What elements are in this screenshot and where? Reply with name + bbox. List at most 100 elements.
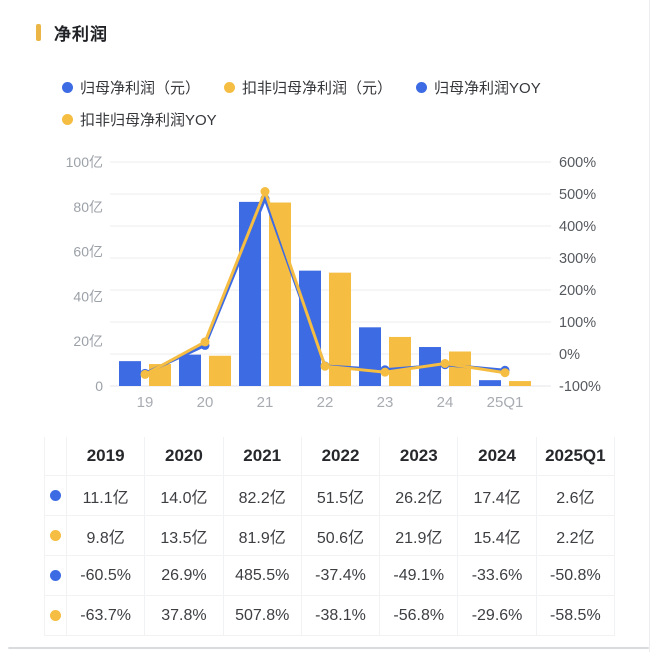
table-cell: -56.8%: [380, 596, 459, 636]
bar-deducted-net-profit[interactable]: [209, 355, 231, 386]
series-dot-icon: [50, 570, 61, 581]
x-axis-label: 24: [437, 394, 454, 411]
series-dot-icon: [50, 490, 61, 501]
table-cell: 9.8亿: [67, 516, 146, 556]
left-axis-tick: 60亿: [73, 244, 103, 260]
legend-item-deducted-net-profit-yoy[interactable]: 扣非归母净利润YOY: [62, 109, 217, 130]
table-header-cell: 2021: [223, 437, 302, 476]
series-dot-cell: [45, 516, 67, 556]
table-header-cell: 2025Q1: [536, 437, 615, 476]
table-cell: 81.9亿: [223, 516, 302, 556]
marker-deducted-net-profit-yoy[interactable]: [500, 368, 510, 378]
x-axis-label: 22: [317, 394, 334, 411]
right-axis-tick: 300%: [559, 251, 596, 267]
right-axis-tick: 0%: [559, 347, 580, 363]
table-header-cell: 2023: [380, 437, 459, 476]
legend-item-label: 归母净利润（元）: [80, 80, 201, 97]
table-cell: 17.4亿: [458, 476, 537, 516]
left-axis-tick: 100亿: [66, 154, 103, 170]
legend-item-label: 归母净利润YOY: [434, 80, 541, 97]
legend-item-deducted-net-profit[interactable]: 扣非归母净利润（元）: [224, 77, 392, 98]
bar-net-profit[interactable]: [479, 380, 501, 386]
right-axis-tick: 100%: [559, 315, 596, 331]
bar-deducted-net-profit[interactable]: [509, 381, 531, 386]
table-cell: 11.1亿: [67, 476, 146, 516]
table-cell: 507.8%: [223, 596, 302, 636]
legend-row-2: 扣非归母净利润YOY: [62, 109, 241, 130]
marker-deducted-net-profit-yoy[interactable]: [200, 337, 210, 347]
legend-dot-icon: [62, 82, 73, 93]
x-axis-label: 23: [377, 394, 394, 411]
series-dot-icon: [50, 610, 61, 621]
title-accent-bar: [36, 24, 41, 41]
table-cell: 82.2亿: [223, 476, 302, 516]
table-cell: -58.5%: [536, 596, 615, 636]
bar-deducted-net-profit[interactable]: [449, 351, 471, 386]
series-dot-cell: [45, 596, 67, 636]
table-cell: -37.4%: [301, 556, 381, 596]
table-cell: -50.8%: [536, 556, 615, 596]
right-axis-tick: 200%: [559, 283, 596, 299]
legend-item-net-profit[interactable]: 归母净利润（元）: [62, 77, 200, 98]
legend-item-net-profit-yoy[interactable]: 归母净利润YOY: [416, 77, 541, 98]
series-dot-cell: [45, 556, 67, 596]
legend-item-label: 扣非归母净利润YOY: [80, 112, 217, 129]
table-header-cell: 2019: [67, 437, 146, 476]
table-cell: 2.6亿: [536, 476, 615, 516]
right-axis-tick: 400%: [559, 219, 596, 235]
page-title: 净利润: [54, 25, 108, 44]
right-axis-tick: 600%: [559, 155, 596, 171]
table-header-cell: 2024: [458, 437, 537, 476]
legend-row-1: 归母净利润（元） 扣非归母净利润（元） 归母净利润YOY: [62, 77, 565, 98]
profit-table: 2019 2020 2021 2022 2023 2024 2025Q1 11.1亿 14.0亿…: [44, 437, 615, 636]
left-axis-tick: 0: [95, 378, 103, 394]
title-block: 净利润: [36, 20, 108, 45]
x-axis-label: 21: [257, 394, 274, 411]
table-cell: 50.6亿: [301, 516, 381, 556]
bar-net-profit[interactable]: [359, 327, 381, 386]
table-cell: -63.7%: [67, 596, 146, 636]
marker-deducted-net-profit-yoy[interactable]: [140, 369, 150, 379]
table-cell: -33.6%: [458, 556, 537, 596]
net-profit-chart: 0 20亿 40亿 60亿 80亿 100亿 600% 500% 400% 300% 200% 100…: [0, 130, 649, 422]
x-axis-label: 20: [197, 394, 214, 411]
table-cell: 26.2亿: [380, 476, 459, 516]
bar-deducted-net-profit[interactable]: [329, 272, 351, 386]
table-cell: 14.0亿: [145, 476, 224, 516]
table-cell: 37.8%: [145, 596, 224, 636]
table-cell: 51.5亿: [301, 476, 381, 516]
table-cell: 21.9亿: [380, 516, 459, 556]
table-cell: 2.2亿: [536, 516, 615, 556]
legend-dot-icon: [62, 114, 73, 125]
marker-deducted-net-profit-yoy[interactable]: [380, 367, 390, 377]
marker-deducted-net-profit-yoy[interactable]: [260, 187, 270, 197]
bar-deducted-net-profit[interactable]: [389, 336, 411, 386]
table-header-corner: [45, 437, 67, 476]
marker-deducted-net-profit-yoy[interactable]: [320, 361, 330, 371]
bar-net-profit[interactable]: [179, 354, 201, 386]
table-cell: 15.4亿: [458, 516, 537, 556]
x-axis-label: 25Q1: [487, 394, 524, 411]
right-axis-tick: 500%: [559, 187, 596, 203]
right-axis-tick: -100%: [559, 379, 601, 395]
series-dot-cell: [45, 476, 67, 516]
table-cell: -29.6%: [458, 596, 537, 636]
table-cell: 26.9%: [145, 556, 224, 596]
bar-net-profit[interactable]: [119, 361, 141, 386]
table-cell: 13.5亿: [145, 516, 224, 556]
table-cell: -49.1%: [380, 556, 459, 596]
table-header-cell: 2022: [301, 437, 381, 476]
bar-deducted-net-profit[interactable]: [269, 202, 291, 386]
legend-item-label: 扣非归母净利润（元）: [242, 80, 393, 97]
table-header-cell: 2020: [145, 437, 224, 476]
x-axis-label: 19: [137, 394, 154, 411]
legend-dot-icon: [416, 82, 428, 93]
line-net-profit-yoy: [143, 197, 507, 375]
left-axis-tick: 40亿: [73, 288, 103, 304]
marker-deducted-net-profit-yoy[interactable]: [440, 358, 450, 368]
bottom-divider: [8, 647, 649, 649]
left-axis-tick: 80亿: [73, 199, 103, 215]
legend-dot-icon: [224, 82, 236, 93]
